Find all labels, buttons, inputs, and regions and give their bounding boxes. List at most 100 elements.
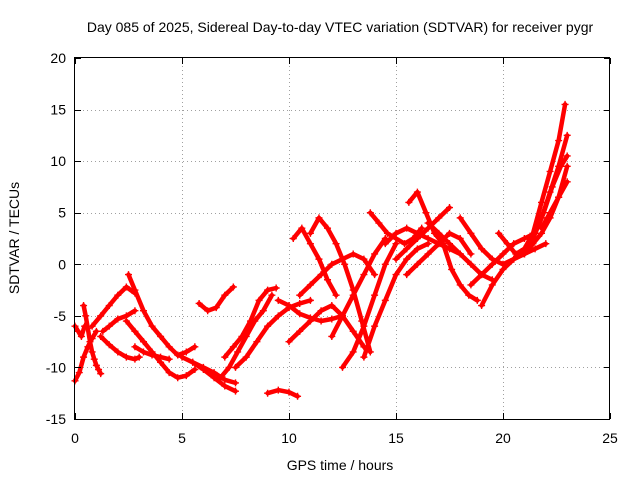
y-tick-label: -15 xyxy=(46,411,66,427)
data-point xyxy=(510,240,518,248)
data-point xyxy=(366,209,374,217)
data-point xyxy=(446,229,453,237)
data-point xyxy=(465,291,473,299)
data-point xyxy=(264,322,272,330)
data-point xyxy=(97,332,105,340)
data-point xyxy=(392,255,400,263)
data-point xyxy=(529,240,537,248)
data-point xyxy=(478,245,486,253)
data-point xyxy=(221,376,229,384)
series-trail xyxy=(72,323,87,339)
data-point xyxy=(255,296,263,304)
data-point xyxy=(225,363,233,371)
data-point xyxy=(82,312,90,320)
data-point xyxy=(315,214,323,222)
data-point xyxy=(360,322,368,330)
data-point xyxy=(424,235,432,242)
y-axis-label: SDTVAR / TECUs xyxy=(6,182,22,294)
data-point xyxy=(296,310,304,318)
data-point xyxy=(232,379,239,387)
data-point xyxy=(473,296,481,304)
series-track-29 xyxy=(405,188,481,304)
data-point xyxy=(467,260,475,268)
data-point xyxy=(349,327,357,335)
y-tick-label: 15 xyxy=(50,102,66,118)
data-point xyxy=(360,353,368,361)
data-point xyxy=(563,131,571,139)
series-trail xyxy=(89,284,138,329)
data-point xyxy=(131,327,139,335)
x-tick-label: 5 xyxy=(178,430,186,446)
series-track-04 xyxy=(88,283,139,330)
y-tick-label: 5 xyxy=(58,205,66,221)
data-point xyxy=(178,353,186,361)
data-point xyxy=(289,235,297,242)
data-series xyxy=(71,100,571,400)
data-point xyxy=(424,250,432,258)
data-point xyxy=(148,351,156,359)
data-point xyxy=(272,284,280,292)
data-point xyxy=(557,162,565,170)
data-point xyxy=(520,250,528,258)
data-point xyxy=(435,229,443,237)
data-point xyxy=(95,365,103,373)
data-point xyxy=(92,327,100,335)
data-point xyxy=(332,240,340,248)
data-point xyxy=(234,348,242,356)
series-track-12 xyxy=(195,283,237,315)
data-point xyxy=(253,338,261,346)
data-point xyxy=(105,341,113,349)
data-point xyxy=(97,312,105,320)
data-point xyxy=(122,283,130,291)
data-point xyxy=(510,255,518,263)
series-track-19 xyxy=(296,250,379,299)
data-point xyxy=(456,214,464,222)
data-point xyxy=(246,317,254,325)
data-point xyxy=(264,389,272,397)
data-point xyxy=(563,152,571,160)
data-point xyxy=(259,307,267,315)
data-point xyxy=(285,338,293,346)
x-tick-label: 0 xyxy=(71,430,79,446)
series-track-09 xyxy=(131,343,173,363)
data-point xyxy=(360,255,368,263)
data-point xyxy=(349,348,357,356)
data-point xyxy=(88,322,96,330)
data-point xyxy=(296,291,304,299)
data-point xyxy=(324,276,332,284)
data-point xyxy=(381,260,389,268)
data-point xyxy=(555,137,563,145)
data-point xyxy=(478,302,486,310)
series-track-24 xyxy=(360,240,432,361)
series-track-32 xyxy=(467,229,539,289)
data-point xyxy=(467,229,475,237)
data-point xyxy=(371,322,379,330)
data-point xyxy=(114,291,122,299)
data-point xyxy=(75,369,83,377)
data-point xyxy=(191,365,199,373)
data-point xyxy=(122,317,130,325)
data-point xyxy=(548,183,556,191)
data-point xyxy=(540,209,548,217)
series-track-27 xyxy=(392,204,453,263)
data-point xyxy=(546,167,554,175)
data-point xyxy=(114,348,122,356)
data-point xyxy=(88,348,96,356)
data-point xyxy=(182,372,190,380)
series-trail xyxy=(233,298,313,370)
data-point xyxy=(285,388,293,396)
data-point xyxy=(499,250,507,258)
series-trail xyxy=(265,387,300,399)
series-trail xyxy=(340,241,399,370)
data-point xyxy=(413,260,421,268)
data-point xyxy=(403,224,411,232)
data-point xyxy=(499,265,507,273)
data-point xyxy=(274,386,282,394)
data-point xyxy=(542,240,550,248)
data-point xyxy=(341,260,349,268)
data-point xyxy=(456,235,464,242)
series-track-06 xyxy=(99,307,139,335)
data-point xyxy=(296,299,304,307)
data-point xyxy=(546,209,554,217)
data-point xyxy=(84,324,92,332)
